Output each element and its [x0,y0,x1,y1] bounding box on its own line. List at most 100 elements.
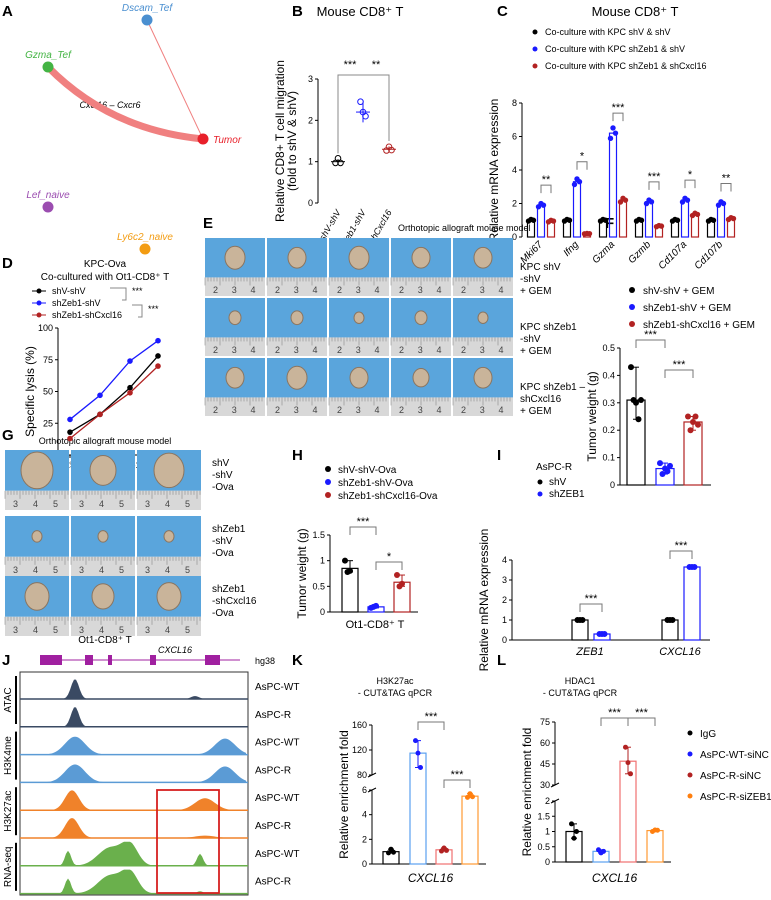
data-point [386,850,391,856]
data-point [657,460,663,467]
data-point [415,750,421,756]
ruler-label: 2 [213,405,218,415]
ruler-label: 3 [480,345,485,355]
data-point [550,218,557,224]
y-tick-label: 80 [357,770,367,780]
legend-marker [687,730,693,736]
tumor [477,311,489,324]
legend-marker [537,479,543,485]
ruler [5,490,69,510]
y-axis-label: Relative CD8+ T cell migration [273,60,287,222]
data-point [576,179,583,185]
legend-label: AsPC-R-siNC [700,771,761,782]
highlight-box [156,789,220,894]
data-point [571,181,578,188]
signal-track [22,707,246,727]
data-point [602,217,609,223]
legend-marker [36,288,42,294]
data-point [664,468,671,475]
legend-label: AsPC-WT-siNC [700,750,769,761]
ruler-label: 3 [480,285,485,295]
data-point [571,835,577,841]
series-line [69,340,159,420]
ruler-label: 2 [399,405,404,415]
ruler [5,556,69,576]
significance-label: *** [635,707,649,719]
significance-label: *** [644,329,658,341]
data-point [399,580,405,587]
tumor [411,246,431,269]
legend-label: Co-culture with KPC shZeb1 & shV [545,44,685,54]
e-title: Orthotopic allograft mouse model [398,223,531,233]
legend-label: shV-shV + GEM [643,286,714,297]
y-tick-label: 3 [308,74,313,84]
bar [461,795,479,865]
x-tick-label: Ifng [562,239,582,259]
c-title: Mouse CD8⁺ T [592,4,679,19]
data-point [574,829,579,834]
data-point [643,200,650,207]
data-point [97,392,103,399]
panel-letter-l: L [497,652,506,669]
tumor [348,245,370,270]
panel-letter-e: E [203,215,213,232]
ruler-label: 3 [232,345,237,355]
significance-label: *** [612,102,626,114]
data-point [127,384,133,391]
track-label: AsPC-R [255,710,291,721]
legend-label: shV [549,477,567,488]
data-point [638,217,645,223]
ruler-label: 4 [313,345,318,355]
panel-letter-g: G [2,427,14,444]
exon [85,655,93,665]
ruler-label: 5 [185,625,190,635]
data-point [601,631,608,637]
y-tick-label: 6 [512,132,517,142]
ruler-label: 2 [275,405,280,415]
significance-bracket [635,339,666,348]
legend-label: shZeb1-shV-Ova [338,478,413,489]
tumor [473,246,493,269]
track-label: AsPC-R [255,765,291,776]
i-title: AsPC-R [536,462,572,473]
bar [716,202,726,238]
significance-bracket [417,721,445,730]
legend-marker [532,29,538,35]
y-tick-label: 75 [43,355,53,365]
y-tick-label: 2 [545,796,550,806]
ruler-label: 4 [251,345,256,355]
network-node [141,14,153,26]
significance-label: *** [648,171,662,183]
ruler-label: 3 [418,345,423,355]
data-point [67,416,73,423]
track-label: AsPC-WT [255,682,299,693]
y-axis-label: Specific lysis (%) [23,346,37,437]
significance-bracket [579,603,603,612]
ruler-label: 4 [437,285,442,295]
ruler-label: 3 [79,565,84,575]
panel-letter-k: K [292,652,303,669]
x-tick-label: Gzma [590,239,617,266]
l-subtitle: - CUT&TAG qPCR [543,688,618,698]
g-title: Orthotopic allograft mouse model [39,436,172,446]
significance-label: * [387,551,392,563]
data-point [362,112,369,120]
ruler-label: 4 [375,345,380,355]
row-label: shZeb1 [212,524,246,535]
ruler-label: 2 [461,345,466,355]
ruler-label: 4 [499,285,504,295]
x-tick-label: 0.25:1 [56,460,84,471]
legend-marker [325,479,331,485]
data-point [67,435,73,442]
ruler-label: 5 [53,499,58,509]
y-tick-label: 4 [502,555,507,565]
data-point [601,848,606,854]
significance-label: *** [608,707,622,719]
network-node [42,201,54,213]
legend-marker [537,491,543,497]
ruler [137,556,201,576]
significance-bracket [648,181,660,190]
ruler-label: 5 [119,625,124,635]
ruler-label: 3 [356,285,361,295]
